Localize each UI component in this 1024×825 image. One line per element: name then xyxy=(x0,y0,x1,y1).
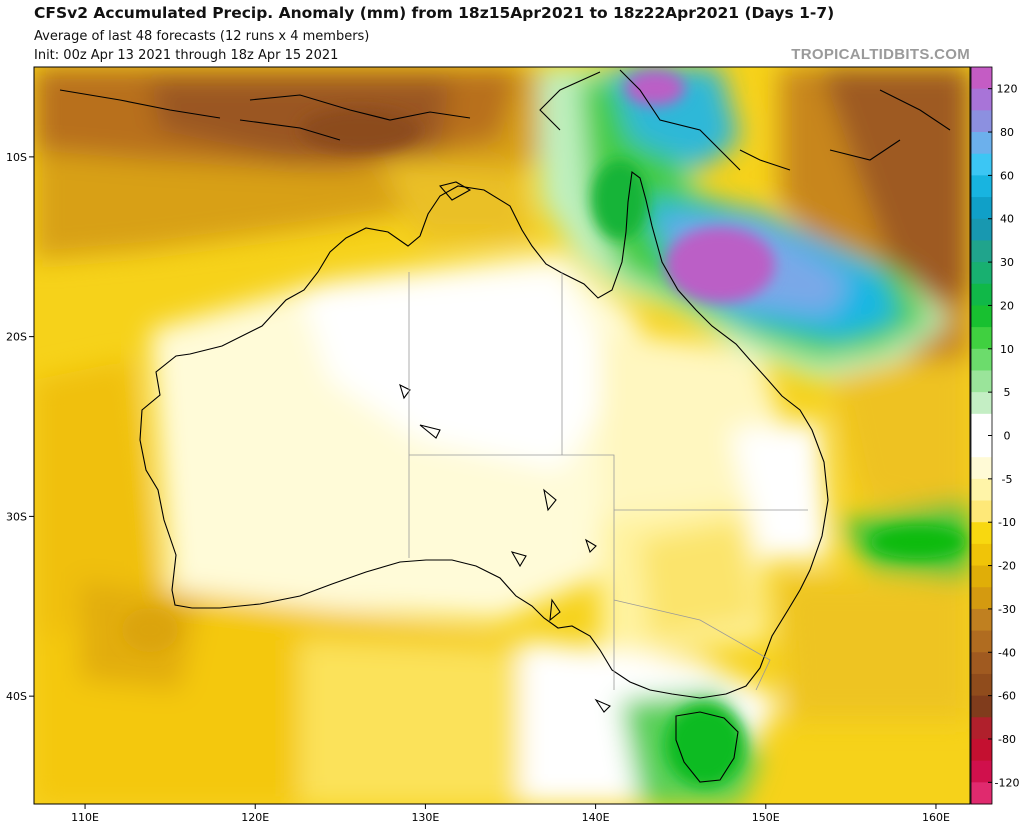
colorbar-swatch xyxy=(971,110,992,133)
colorbar-swatch xyxy=(971,630,992,653)
colorbar-swatch xyxy=(971,370,992,393)
colorbar-swatch xyxy=(971,695,992,718)
chart-title: CFSv2 Accumulated Precip. Anomaly (mm) f… xyxy=(34,4,835,22)
state-borders xyxy=(408,272,808,691)
y-axis: 10S 20S 30S 40S xyxy=(6,151,34,703)
colorbar-swatch xyxy=(971,500,992,523)
chart-subtitle: Average of last 48 forecasts (12 runs x … xyxy=(34,29,370,44)
x-axis: 110E 120E 130E 140E 150E 160E xyxy=(71,804,950,824)
colorbar-tick-label: -5 xyxy=(1002,473,1013,486)
colorbar-tick-label: 40 xyxy=(1000,213,1014,226)
colorbar-swatch xyxy=(971,305,992,328)
colorbar-swatch xyxy=(971,565,992,588)
x-tick-label: 150E xyxy=(752,811,780,824)
colorbar-swatch xyxy=(971,327,992,350)
colorbar-tick-label: 20 xyxy=(1000,299,1014,312)
colorbar-swatch xyxy=(971,88,992,111)
x-tick-label: 120E xyxy=(241,811,269,824)
y-tick-label: 10S xyxy=(6,151,27,164)
colorbar-tick-label: -30 xyxy=(998,603,1016,616)
colorbar-swatch xyxy=(971,67,992,90)
colorbar-tick-label: 30 xyxy=(1000,256,1014,269)
colorbar-swatch xyxy=(971,392,992,415)
colorbar-swatch xyxy=(971,717,992,740)
colorbar-swatch xyxy=(971,413,992,436)
colorbar-swatch xyxy=(971,760,992,783)
colorbar-swatch xyxy=(971,435,992,458)
x-tick-label: 130E xyxy=(411,811,439,824)
colorbar-swatch xyxy=(971,132,992,155)
colorbar-tick-label: 5 xyxy=(1004,386,1011,399)
coastlines xyxy=(59,69,951,783)
colorbar-swatch xyxy=(971,218,992,241)
y-tick-label: 20S xyxy=(6,331,27,344)
colorbar-tick-label: -60 xyxy=(998,690,1016,703)
colorbar-swatch xyxy=(971,738,992,762)
colorbar-tick-label: -80 xyxy=(998,733,1016,746)
init-label: Init: 00z Apr 13 2021 through 18z Apr 15… xyxy=(34,48,339,63)
colorbar-swatch xyxy=(971,587,992,610)
colorbar-swatch xyxy=(971,522,992,545)
colorbar-swatch xyxy=(971,262,992,285)
colorbar-tick-label: 10 xyxy=(1000,343,1014,356)
colorbar-swatch xyxy=(971,348,992,371)
colorbar: 120 80 60 40 30 20 10 5 0 -5 -10 -20 -30 -40 -60 -80 -12… xyxy=(970,66,1020,805)
y-tick-label: 30S xyxy=(6,510,27,523)
colorbar-swatch xyxy=(971,608,992,632)
colorbar-tick-label: 60 xyxy=(1000,169,1014,182)
colorbar-swatch xyxy=(971,652,992,675)
colorbar-swatch xyxy=(971,782,992,805)
x-tick-label: 110E xyxy=(71,811,99,824)
colorbar-swatch xyxy=(971,478,992,502)
colorbar-tick-label: 0 xyxy=(1004,430,1011,443)
y-tick-label: 40S xyxy=(6,690,27,703)
colorbar-swatch xyxy=(971,240,992,263)
colorbar-swatch xyxy=(971,283,992,306)
brand-watermark: TROPICALTIDBITS.COM xyxy=(791,46,970,63)
colorbar-tick-label: -10 xyxy=(998,516,1016,529)
colorbar-swatch xyxy=(971,457,992,480)
x-tick-label: 160E xyxy=(922,811,950,824)
colorbar-tick-label: -20 xyxy=(998,560,1016,573)
anomaly-field xyxy=(34,67,970,804)
colorbar-swatch xyxy=(971,673,992,697)
colorbar-swatch xyxy=(971,197,992,220)
colorbar-tick-label: 80 xyxy=(1000,126,1014,139)
colorbar-swatch xyxy=(971,175,992,198)
colorbar-swatch xyxy=(971,543,992,567)
x-tick-label: 140E xyxy=(582,811,610,824)
colorbar-tick-label: -120 xyxy=(995,776,1020,789)
colorbar-tick-label: 120 xyxy=(997,83,1018,96)
colorbar-tick-label: -40 xyxy=(998,646,1016,659)
colorbar-swatch xyxy=(971,153,992,176)
